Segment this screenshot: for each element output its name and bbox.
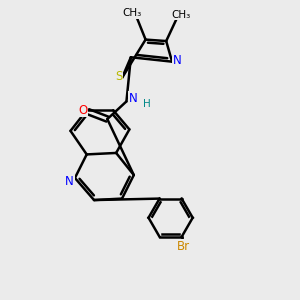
Text: CH₃: CH₃ [123, 8, 142, 18]
Text: N: N [173, 54, 182, 67]
Text: N: N [128, 92, 137, 105]
Text: N: N [65, 175, 74, 188]
Text: H: H [142, 99, 150, 109]
Text: CH₃: CH₃ [171, 10, 190, 20]
Text: Br: Br [177, 240, 190, 253]
Text: O: O [78, 104, 88, 117]
Text: S: S [115, 70, 122, 83]
